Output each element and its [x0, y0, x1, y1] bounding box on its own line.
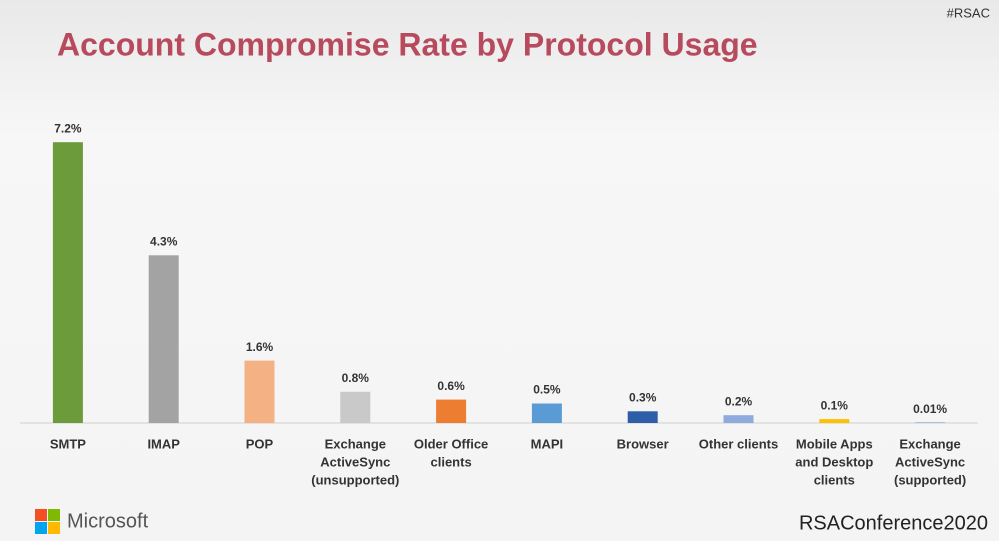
x-tick-label: (unsupported)	[311, 472, 399, 487]
x-tick-label: Older Office	[414, 436, 488, 451]
x-tick-label: POP	[246, 436, 274, 451]
value-label: 4.3%	[150, 234, 178, 248]
bar	[627, 411, 658, 423]
bar	[436, 399, 467, 423]
x-tick-label: IMAP	[147, 436, 180, 451]
x-tick-label: Exchange	[899, 436, 960, 451]
conference-logo: RSAConference2020	[799, 512, 988, 534]
value-label: 1.6%	[246, 340, 274, 354]
x-tick-label: clients	[431, 454, 472, 469]
value-label: 0.5%	[533, 383, 561, 397]
bar	[340, 391, 371, 423]
bar	[244, 360, 275, 423]
x-tick-label: Mobile Apps	[796, 436, 873, 451]
value-label: 0.3%	[629, 390, 657, 404]
value-label: 0.1%	[821, 398, 849, 412]
value-label: 7.2%	[54, 121, 82, 135]
x-tick-label: ActiveSync	[320, 454, 390, 469]
x-tick-label: Other clients	[699, 436, 778, 451]
bar	[531, 403, 562, 423]
x-tick-label: Browser	[617, 436, 669, 451]
x-tick-label: ActiveSync	[895, 454, 965, 469]
bar	[723, 415, 754, 423]
company-name: Microsoft	[67, 510, 149, 532]
x-tick-label: MAPI	[531, 436, 564, 451]
chart-title: Account Compromise Rate by Protocol Usag…	[57, 26, 758, 62]
value-label: 0.8%	[342, 371, 370, 385]
x-tick-label: Exchange	[325, 436, 386, 451]
microsoft-logo	[35, 509, 60, 534]
x-tick-label: SMTP	[50, 436, 86, 451]
value-label: 0.01%	[913, 402, 947, 416]
x-tick-label: and Desktop	[795, 454, 873, 469]
bar	[148, 255, 179, 423]
bar	[52, 142, 83, 423]
value-label: 0.2%	[725, 394, 753, 408]
value-label: 0.6%	[437, 379, 465, 393]
bar	[819, 419, 850, 423]
x-tick-label: (supported)	[894, 472, 966, 487]
hashtag: #RSAC	[947, 5, 990, 20]
x-tick-label: clients	[814, 472, 855, 487]
